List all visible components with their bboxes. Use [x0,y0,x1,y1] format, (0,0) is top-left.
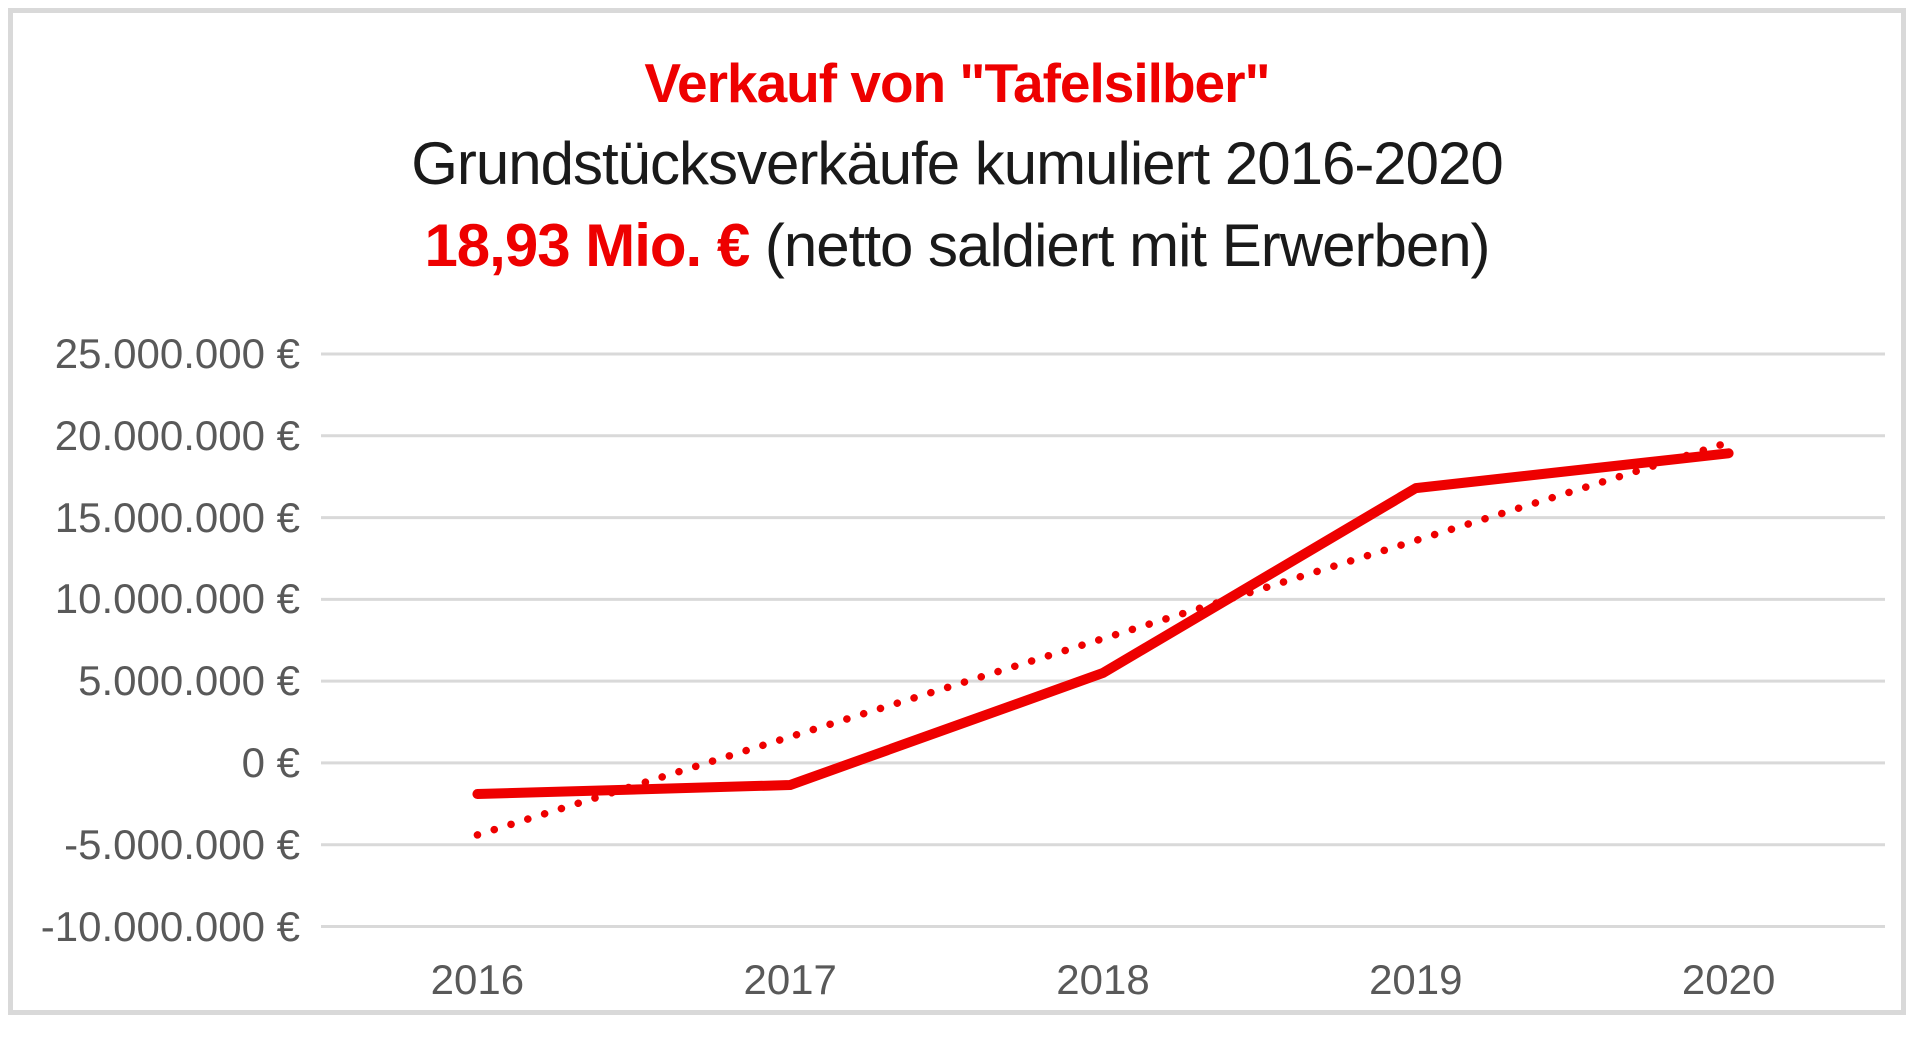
x-tick-label: 2017 [743,956,837,1003]
y-tick-label: 5.000.000 € [78,657,300,705]
trendline-dotted [473,438,1733,839]
y-tick-label: 0 € [241,738,300,786]
chart-title-line2: Grundstücksverkäufe kumuliert 2016-2020 [411,130,1504,197]
x-tick-label: 2018 [1056,956,1150,1003]
chart-title-line3: 18,93 Mio. € (netto saldiert mit Erwerbe… [13,205,1901,287]
y-tick-label: 25.000.000 € [54,330,300,377]
x-tick-label: 2016 [430,956,525,1003]
y-tick-label: 15.000.000 € [54,493,300,541]
y-tick-label: -10.000.000 € [40,902,300,950]
chart-title-total-value: 18,93 Mio. € [424,212,750,279]
y-tick-label: 10.000.000 € [54,575,300,623]
chart-title-block: Verkauf von "Tafelsilber" Grundstücksver… [13,43,1901,287]
data-line-solid [472,448,1734,800]
chart-title-note: (netto saldiert mit Erwerben) [749,212,1491,279]
y-tick-label: 20.000.000 € [54,411,300,459]
chart-title-line1: Verkauf von "Tafelsilber" [644,52,1270,114]
x-tick-label: 2019 [1369,956,1463,1003]
y-tick-label: -5.000.000 € [64,820,300,868]
x-tick-label: 2020 [1681,956,1776,1003]
line-chart-plot-area [321,352,1885,928]
chart-frame: Verkauf von "Tafelsilber" Grundstücksver… [8,8,1906,1015]
